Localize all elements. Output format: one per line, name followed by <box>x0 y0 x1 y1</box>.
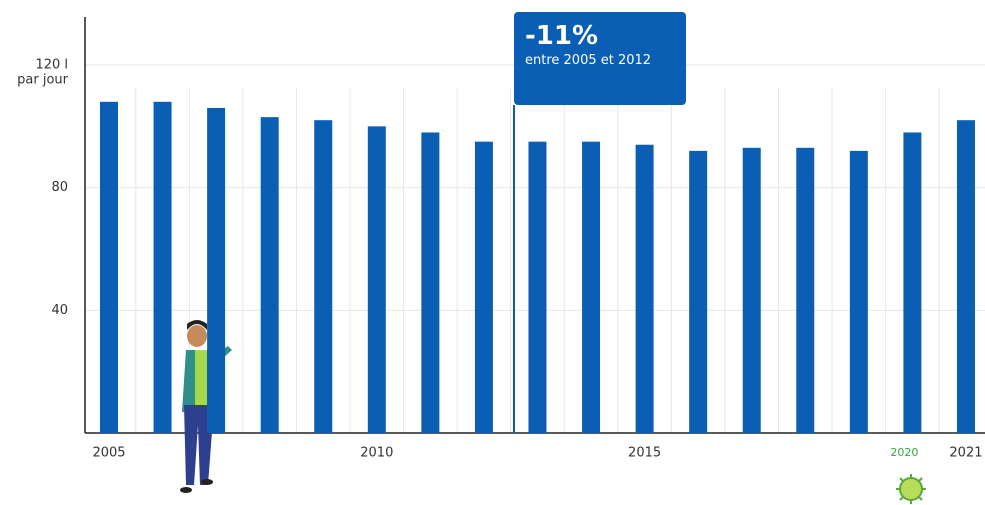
annotation-value: -11% <box>525 21 599 51</box>
bar <box>367 126 386 433</box>
bar <box>153 101 172 434</box>
annotation-text: entre 2005 et 2012 <box>525 53 652 68</box>
x-tick-label: 2005 <box>92 446 125 461</box>
bar <box>956 120 975 433</box>
bar <box>903 132 922 433</box>
bar <box>421 132 440 433</box>
bar <box>207 107 226 433</box>
bar <box>635 144 654 433</box>
bar <box>796 147 815 434</box>
bar <box>260 117 279 433</box>
x-tick-label: 2010 <box>360 446 393 461</box>
bar <box>528 141 547 433</box>
x-tick-label: 2020 <box>890 446 918 459</box>
bar <box>849 150 868 433</box>
bar <box>474 141 493 433</box>
x-tick-label: 2015 <box>628 446 661 461</box>
bar <box>689 150 708 433</box>
y-tick-label: 40 <box>51 303 68 318</box>
annotation-box: -11% entre 2005 et 2012 <box>514 12 686 105</box>
virus-icon <box>896 474 926 504</box>
bar <box>100 101 118 434</box>
y-unit: par jour <box>17 73 69 88</box>
x-tick-label: 2021 <box>949 446 982 461</box>
bar <box>582 141 601 433</box>
y-tick-label: 120 l <box>35 58 68 73</box>
bar <box>314 120 333 433</box>
y-tick-label: 80 <box>51 180 68 195</box>
bar <box>742 147 761 434</box>
